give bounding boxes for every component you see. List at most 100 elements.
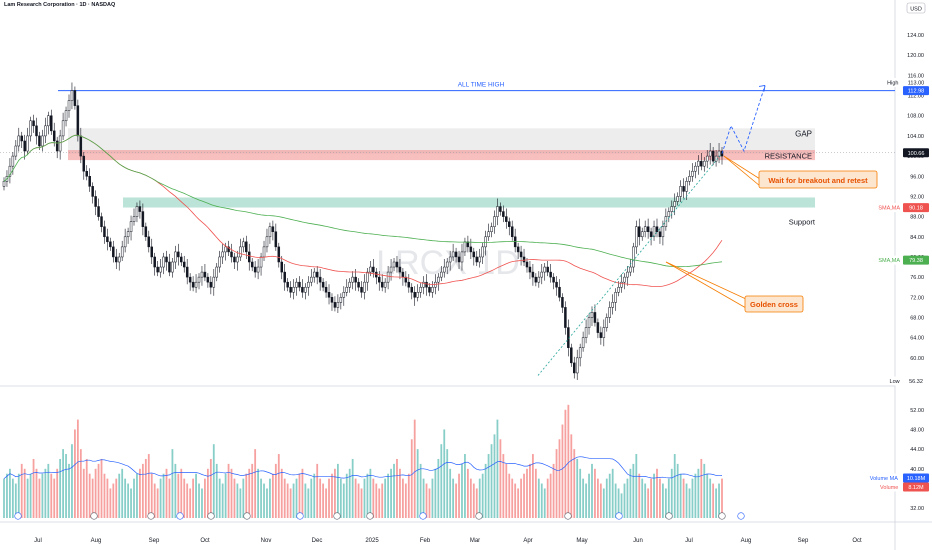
volume-bar [703, 463, 706, 518]
candle-up [129, 221, 133, 232]
volume-bar [124, 478, 127, 518]
event-marker[interactable] [296, 512, 304, 520]
volume-bar [269, 478, 271, 518]
candle-up [445, 261, 449, 268]
volume-bar [443, 429, 446, 518]
volume-bar [283, 478, 286, 518]
currency-box[interactable] [906, 2, 926, 14]
volume-bar [691, 478, 694, 518]
volume-bar [313, 473, 316, 518]
volume-bar [410, 439, 413, 518]
candle-up [58, 135, 62, 152]
event-marker[interactable] [333, 512, 341, 520]
candle-up [70, 90, 74, 101]
candle-down [655, 226, 659, 232]
volume-bar [523, 473, 525, 518]
candle-down [318, 276, 322, 283]
time-tick-label: Nov [261, 538, 272, 544]
candle-down [413, 292, 416, 298]
candle-up [694, 165, 697, 172]
volume-bar [159, 478, 162, 518]
candle-up [667, 211, 671, 217]
volume-bar [91, 478, 94, 518]
low-badge [903, 376, 929, 386]
candle-down [203, 271, 207, 278]
candle-up [11, 155, 15, 167]
volume-bar [165, 468, 168, 518]
candle-down [552, 276, 555, 283]
event-marker[interactable] [718, 512, 726, 520]
candle-up [47, 115, 50, 127]
candle-down [182, 261, 186, 268]
event-marker[interactable] [737, 512, 745, 520]
candle-up [490, 226, 493, 232]
support-label: Support [789, 218, 816, 227]
candle-up [611, 302, 614, 308]
candle-down [91, 186, 94, 197]
candle-up [61, 120, 65, 137]
volume-bar [573, 449, 576, 518]
event-marker[interactable] [176, 512, 184, 520]
candle-down [570, 347, 573, 364]
volume-bar [718, 483, 720, 518]
candle-down [558, 286, 561, 298]
volume-bar [23, 468, 26, 518]
volume-bar [227, 463, 230, 518]
volume-bar [322, 483, 325, 518]
volume-bar [224, 473, 227, 518]
price-tick-label: 108.00 [907, 114, 924, 120]
candle-down [97, 206, 100, 217]
candle-down [82, 155, 86, 172]
event-marker[interactable] [147, 512, 155, 520]
volume-bar [53, 478, 56, 518]
event-marker[interactable] [90, 512, 98, 520]
candle-down [103, 226, 106, 238]
candle-up [451, 251, 455, 258]
volume-bar [481, 473, 484, 518]
candle-up [661, 226, 665, 238]
event-marker[interactable] [366, 512, 374, 520]
volume-bar [428, 488, 431, 518]
candle-down [85, 170, 88, 177]
event-marker[interactable] [207, 512, 215, 520]
candle-down [191, 281, 195, 288]
volume-bar [620, 493, 623, 518]
volume-bar [653, 473, 655, 518]
volume-bar [103, 473, 106, 518]
volume-bar [295, 478, 298, 518]
volume-bar [440, 444, 443, 518]
volume-bar [183, 478, 186, 518]
candle-up [310, 276, 313, 283]
price-tick-label: 104.00 [907, 134, 924, 140]
candle-down [516, 246, 520, 253]
volume-bar [168, 478, 171, 518]
event-marker[interactable] [475, 512, 483, 520]
event-marker[interactable] [14, 512, 22, 520]
candle-up [67, 100, 71, 111]
candle-up [242, 241, 245, 248]
candle-down [188, 276, 192, 283]
volume-bar [582, 478, 585, 518]
candle-up [626, 271, 629, 278]
candle-down [510, 226, 514, 238]
event-marker[interactable] [615, 512, 623, 520]
volume-bar [514, 483, 517, 518]
volume-bar [461, 463, 463, 518]
time-tick-label: Mar [470, 538, 480, 544]
event-marker[interactable] [665, 512, 673, 520]
volume-bar [274, 463, 277, 518]
candle-down [525, 261, 529, 268]
event-marker[interactable] [564, 512, 572, 520]
candle-up [383, 281, 387, 288]
candle-up [708, 150, 712, 157]
volume-bar [230, 468, 233, 518]
event-marker[interactable] [419, 512, 427, 520]
volume-bar [667, 478, 670, 518]
volume-bar [139, 468, 141, 518]
event-marker[interactable] [243, 512, 251, 520]
candle-down [327, 292, 331, 298]
candle-up [120, 246, 124, 258]
volume-bar [570, 434, 573, 518]
volume-bar [68, 463, 70, 518]
